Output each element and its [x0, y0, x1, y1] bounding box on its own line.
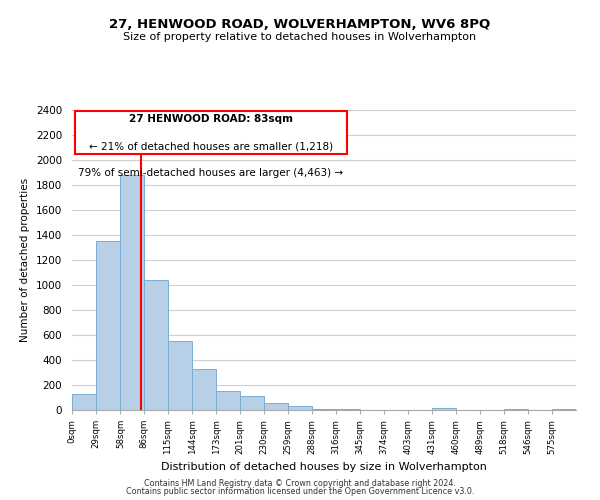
Bar — [168, 341, 192, 410]
Bar — [144, 280, 168, 410]
Text: 79% of semi-detached houses are larger (4,463) →: 79% of semi-detached houses are larger (… — [79, 168, 343, 178]
Text: 27, HENWOOD ROAD, WOLVERHAMPTON, WV6 8PQ: 27, HENWOOD ROAD, WOLVERHAMPTON, WV6 8PQ — [109, 18, 491, 30]
Text: 27 HENWOOD ROAD: 83sqm: 27 HENWOOD ROAD: 83sqm — [129, 114, 293, 124]
FancyBboxPatch shape — [74, 112, 347, 154]
X-axis label: Distribution of detached houses by size in Wolverhampton: Distribution of detached houses by size … — [161, 462, 487, 472]
Bar — [288, 406, 313, 410]
Text: ← 21% of detached houses are smaller (1,218): ← 21% of detached houses are smaller (1,… — [89, 141, 333, 151]
Bar — [96, 242, 121, 410]
Y-axis label: Number of detached properties: Number of detached properties — [20, 178, 31, 342]
Bar — [264, 402, 288, 410]
Bar — [240, 396, 264, 410]
Bar — [217, 390, 240, 410]
Text: Size of property relative to detached houses in Wolverhampton: Size of property relative to detached ho… — [124, 32, 476, 42]
Bar — [72, 394, 96, 410]
Text: Contains HM Land Registry data © Crown copyright and database right 2024.: Contains HM Land Registry data © Crown c… — [144, 478, 456, 488]
Text: Contains public sector information licensed under the Open Government Licence v3: Contains public sector information licen… — [126, 487, 474, 496]
Bar — [121, 175, 144, 410]
Bar — [192, 369, 217, 410]
Bar — [431, 408, 456, 410]
